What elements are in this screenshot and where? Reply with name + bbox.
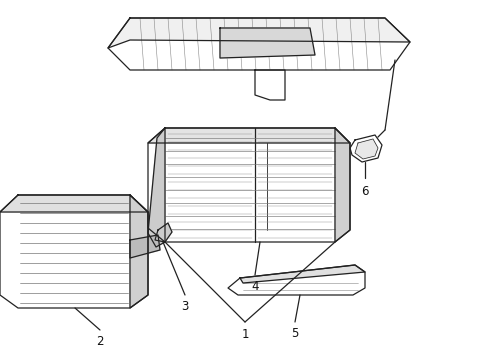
Polygon shape [148, 128, 350, 242]
Polygon shape [220, 28, 315, 58]
Text: 5: 5 [292, 327, 299, 340]
Polygon shape [130, 195, 148, 308]
Polygon shape [335, 128, 350, 242]
Text: 2: 2 [96, 335, 104, 348]
Polygon shape [148, 128, 165, 247]
Polygon shape [130, 235, 160, 258]
Polygon shape [240, 265, 365, 283]
Polygon shape [155, 223, 172, 242]
Polygon shape [108, 18, 410, 48]
Text: 1: 1 [241, 328, 249, 341]
Text: 4: 4 [251, 280, 259, 293]
Polygon shape [0, 195, 148, 212]
Polygon shape [350, 135, 382, 162]
Polygon shape [355, 139, 378, 159]
Polygon shape [0, 195, 148, 308]
Polygon shape [255, 70, 285, 100]
Text: 3: 3 [181, 300, 189, 313]
Polygon shape [108, 18, 410, 70]
Polygon shape [148, 128, 350, 143]
Polygon shape [228, 265, 365, 295]
Text: 6: 6 [361, 185, 369, 198]
